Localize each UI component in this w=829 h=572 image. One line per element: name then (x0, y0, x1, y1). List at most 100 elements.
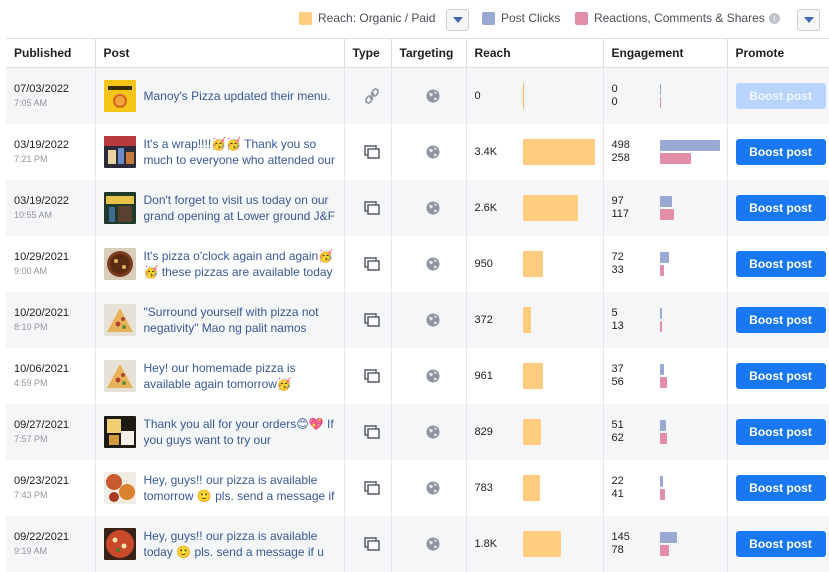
post-thumbnail[interactable] (103, 135, 136, 168)
globe-icon (426, 201, 439, 214)
boost-post-button[interactable]: Boost post (735, 418, 826, 445)
post-thumbnail[interactable] (103, 191, 136, 224)
published-cell: 03/19/2022 10:55 AM (6, 179, 96, 236)
table-row[interactable]: 09/22/2021 9:19 AM Hey, guys!! our pizza i… (6, 515, 829, 572)
promote-cell: Boost post (727, 459, 829, 516)
post-link[interactable]: Hey, guys!! our pizza is available tomor… (143, 472, 335, 503)
reactions-value: 62 (611, 431, 624, 444)
boost-post-button[interactable]: Boost post (735, 250, 826, 277)
reactions-bar (659, 544, 669, 556)
post-clicks-value: 51 (611, 418, 624, 431)
published-cell: 09/22/2021 9:19 AM (6, 515, 96, 572)
type-cell (344, 123, 392, 180)
post-clicks-value: 145 (611, 530, 630, 543)
published-time: 7:43 PM (14, 490, 48, 500)
globe-icon (426, 481, 439, 494)
boost-post-button[interactable]: Boost post (735, 82, 826, 109)
reach-bar (522, 530, 561, 557)
globe-icon (426, 145, 439, 158)
post-cell: Thank you all for your orders😊💖 If you g… (95, 403, 345, 460)
published-cell: 07/03/2022 7:05 AM (6, 67, 96, 124)
column-reach[interactable]: Reach (466, 38, 604, 68)
post-link[interactable]: Hey, guys!! our pizza is available today… (143, 528, 324, 559)
reactions-bar (659, 264, 664, 276)
reach-value: 950 (474, 257, 493, 270)
post-link[interactable]: Hey! our homemade pizza is available aga… (143, 360, 296, 391)
published-cell: 09/23/2021 7:43 PM (6, 459, 96, 516)
reactions-value: 33 (611, 263, 624, 276)
engagement-cell: 22 41 (603, 459, 728, 516)
published-time: 7:57 PM (14, 434, 48, 444)
reach-value: 961 (474, 369, 493, 382)
album-icon (363, 312, 380, 327)
column-targeting[interactable]: Targeting (391, 38, 467, 68)
table-row[interactable]: 10/20/2021 8:10 PM "Surround yourself with… (6, 291, 829, 348)
post-thumbnail[interactable] (103, 471, 136, 504)
post-thumbnail[interactable] (103, 247, 136, 280)
post-link[interactable]: Don't forget to visit us today on our gr… (143, 192, 335, 223)
column-post[interactable]: Post (95, 38, 345, 68)
reach-cell: 829 (466, 403, 604, 460)
post-link[interactable]: "Surround yourself with pizza not negati… (143, 304, 319, 335)
info-icon[interactable]: i (768, 12, 780, 24)
post-clicks-bar (659, 83, 661, 95)
column-published[interactable]: Published (6, 38, 96, 68)
published-time: 10:55 AM (14, 210, 53, 220)
post-thumbnail[interactable] (103, 415, 136, 448)
post-link[interactable]: It's a wrap!!!!🥳🥳 Thank you so much to e… (143, 136, 335, 167)
post-link[interactable]: Manoy's Pizza updated their menu. (143, 88, 331, 103)
published-date: 07/03/2022 (14, 83, 70, 96)
engagement-cell: 37 56 (603, 347, 728, 404)
boost-post-button[interactable]: Boost post (735, 306, 826, 333)
post-thumbnail[interactable] (103, 303, 136, 336)
column-engagement[interactable]: Engagement (603, 38, 728, 68)
chevron-down-icon (452, 17, 463, 23)
column-promote[interactable]: Promote (727, 38, 829, 68)
table-row[interactable]: 03/19/2022 7:21 PM It's a wrap!!!!🥳🥳 Thank… (6, 123, 829, 180)
legend-reactions-label: Reactions, Comments & Shares (594, 11, 765, 25)
post-clicks-bar (659, 139, 720, 151)
reach-dropdown-button[interactable] (446, 9, 469, 31)
legend-clicks: Post Clicks (482, 11, 560, 25)
table-row[interactable]: 09/23/2021 7:43 PM Hey, guys!! our pizza i… (6, 459, 829, 516)
boost-post-button[interactable]: Boost post (735, 362, 826, 389)
globe-icon (426, 537, 439, 550)
boost-post-button[interactable]: Boost post (735, 194, 826, 221)
boost-post-button[interactable]: Boost post (735, 474, 826, 501)
post-link[interactable]: It's pizza o'clock again and again🥳🥳 the… (143, 248, 334, 279)
post-thumbnail[interactable] (103, 79, 136, 112)
engagement-cell: 5 13 (603, 291, 728, 348)
column-type[interactable]: Type (344, 38, 392, 68)
targeting-cell (391, 235, 467, 292)
table-row[interactable]: 10/06/2021 4:59 PM Hey! our homemade pizza… (6, 347, 829, 404)
table-header: Published Post Type Targeting Reach Enga… (6, 38, 829, 68)
legend-bar: Reach: Organic / Paid Post Clicks Reacti… (0, 0, 829, 38)
reach-bar (522, 250, 543, 277)
engagement-dropdown-button[interactable] (797, 9, 820, 31)
legend-reactions: Reactions, Comments & Shares i (575, 11, 780, 25)
post-thumbnail[interactable] (103, 527, 136, 560)
reach-cell: 783 (466, 459, 604, 516)
post-clicks-bar (659, 363, 664, 375)
targeting-cell (391, 459, 467, 516)
post-link[interactable]: Thank you all for your orders😊💖 If you g… (143, 416, 334, 447)
targeting-cell (391, 123, 467, 180)
type-cell (344, 403, 392, 460)
boost-post-button[interactable]: Boost post (735, 138, 826, 165)
reactions-value: 117 (611, 207, 630, 220)
published-date: 09/27/2021 (14, 419, 70, 431)
published-cell: 10/06/2021 4:59 PM (6, 347, 96, 404)
post-cell: Hey, guys!! our pizza is available today… (95, 515, 345, 572)
post-thumbnail[interactable] (103, 359, 136, 392)
table-row[interactable]: 07/03/2022 7:05 AM Manoy's Pizza updated t… (6, 67, 829, 124)
reactions-bar (659, 96, 661, 108)
promote-cell: Boost post (727, 123, 829, 180)
clicks-swatch (482, 11, 495, 25)
reach-bar (522, 474, 540, 501)
type-cell (344, 235, 392, 292)
table-row[interactable]: 09/27/2021 7:57 PM Thank you all for your … (6, 403, 829, 460)
table-row[interactable]: 03/19/2022 10:55 AM Don't forget to visit … (6, 179, 829, 236)
table-row[interactable]: 10/29/2021 9:00 AM It's pizza o'clock agai… (6, 235, 829, 292)
legend-reach: Reach: Organic / Paid (299, 11, 435, 25)
boost-post-button[interactable]: Boost post (735, 530, 826, 557)
